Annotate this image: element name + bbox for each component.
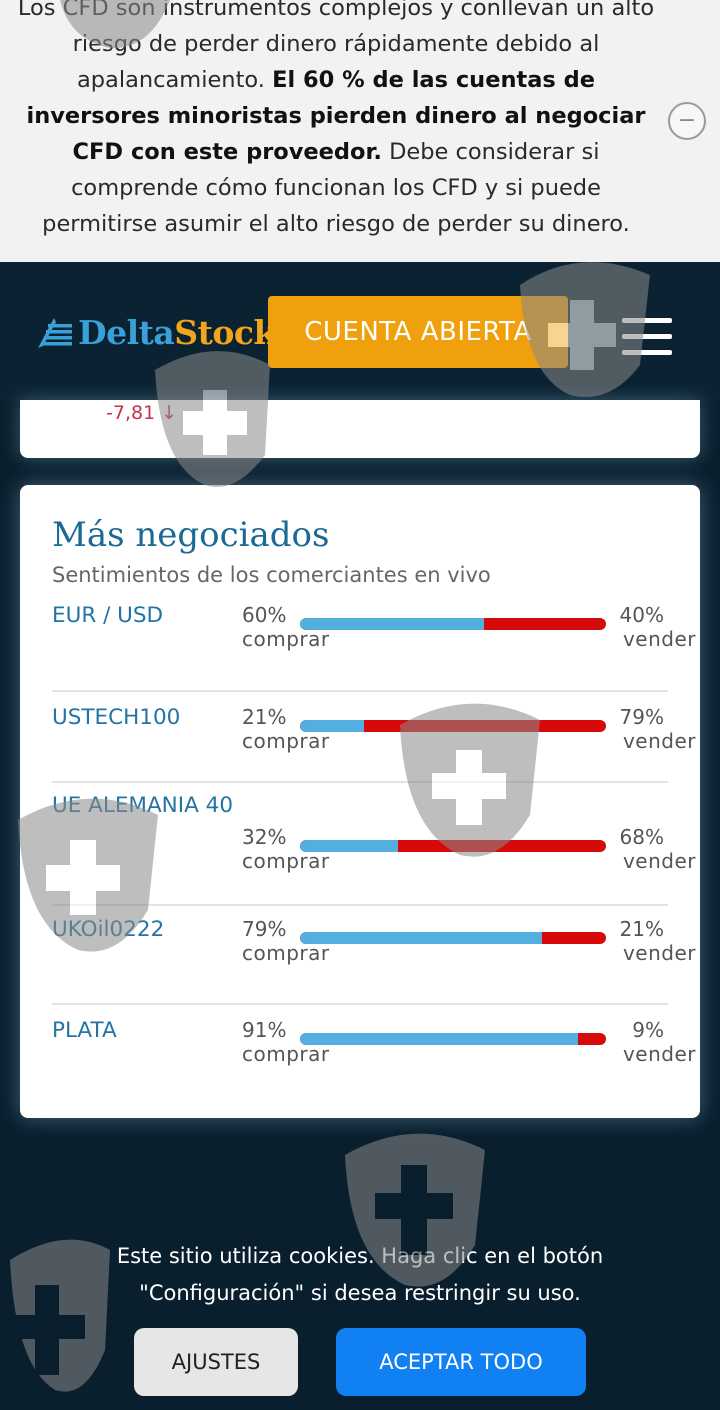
logo-text-stock: Stock xyxy=(174,312,276,352)
buy-percent: 32% xyxy=(242,825,287,849)
price-change-value: -7,81 ↓ xyxy=(106,402,178,424)
open-account-button[interactable]: CUENTA ABIERTA xyxy=(268,296,568,368)
card-subtitle: Sentimientos de los comerciantes en vivo xyxy=(52,563,491,587)
buy-label: comprar xyxy=(242,1042,330,1066)
card-title: Más negociados xyxy=(52,515,330,555)
sell-percent: 9% xyxy=(632,1018,664,1042)
accept-all-cookies-button[interactable]: ACEPTAR TODO xyxy=(336,1328,586,1396)
row-divider xyxy=(52,690,668,692)
buy-percent: 60% xyxy=(242,603,287,627)
cookie-settings-button[interactable]: AJUSTES xyxy=(134,1328,298,1396)
collapse-minus-icon[interactable]: − xyxy=(668,102,706,140)
buy-label: comprar xyxy=(242,627,330,651)
buy-label: comprar xyxy=(242,941,330,965)
sell-label: vender xyxy=(622,729,696,753)
collapse-symbol: − xyxy=(677,108,697,133)
buy-percent: 21% xyxy=(242,705,287,729)
sell-percent: 21% xyxy=(619,917,664,941)
buy-label: comprar xyxy=(242,729,330,753)
deltastock-logo[interactable]: DeltaStock xyxy=(34,308,276,356)
sentiment-bar xyxy=(300,618,606,630)
buy-label: comprar xyxy=(242,849,330,873)
most-traded-card: Más negociados Sentimientos de los comer… xyxy=(20,485,700,1118)
buy-bar-fill xyxy=(300,840,398,852)
sentiment-bar xyxy=(300,840,606,852)
buy-bar-fill xyxy=(300,932,542,944)
sentiment-bar xyxy=(300,1033,606,1045)
sell-label: vender xyxy=(622,941,696,965)
sell-label: vender xyxy=(622,849,696,873)
sell-percent: 79% xyxy=(619,705,664,729)
instrument-symbol[interactable]: EUR / USD xyxy=(52,603,164,628)
cookie-notice-text: Este sitio utiliza cookies. Haga clic en… xyxy=(116,1244,604,1305)
row-divider xyxy=(52,904,668,906)
buy-bar-fill xyxy=(300,720,365,732)
delta-logo-icon xyxy=(38,318,72,348)
buy-bar-fill xyxy=(300,618,484,630)
sell-label: vender xyxy=(622,1042,696,1066)
sentiment-bar xyxy=(300,932,606,944)
instrument-symbol[interactable]: PLATA xyxy=(52,1018,117,1043)
instrument-symbol[interactable]: UKOil0222 xyxy=(52,917,165,942)
logo-text-delta: Delta xyxy=(78,312,175,352)
row-divider xyxy=(52,1003,668,1005)
risk-warning-banner: Los CFD son instrumentos complejos y con… xyxy=(0,0,720,262)
instrument-symbol[interactable]: UE ALEMANIA 40 xyxy=(52,793,234,818)
risk-text-bold: El 60 % de las cuentas de inversores min… xyxy=(26,67,646,165)
buy-percent: 79% xyxy=(242,917,287,941)
buy-percent: 91% xyxy=(242,1018,287,1042)
sell-percent: 68% xyxy=(619,825,664,849)
buy-bar-fill xyxy=(300,1033,579,1045)
hamburger-menu-icon[interactable] xyxy=(622,318,672,356)
row-divider xyxy=(52,781,668,783)
previous-card: -7,81 ↓ xyxy=(20,400,700,458)
risk-text-end: Debe considerar si comprende cómo funcio… xyxy=(42,139,630,237)
sell-label: vender xyxy=(622,627,696,651)
sell-percent: 40% xyxy=(619,603,664,627)
risk-warning-text: Los CFD son instrumentos complejos y con… xyxy=(10,0,662,242)
sentiment-bar xyxy=(300,720,606,732)
instrument-symbol[interactable]: USTECH100 xyxy=(52,705,181,730)
